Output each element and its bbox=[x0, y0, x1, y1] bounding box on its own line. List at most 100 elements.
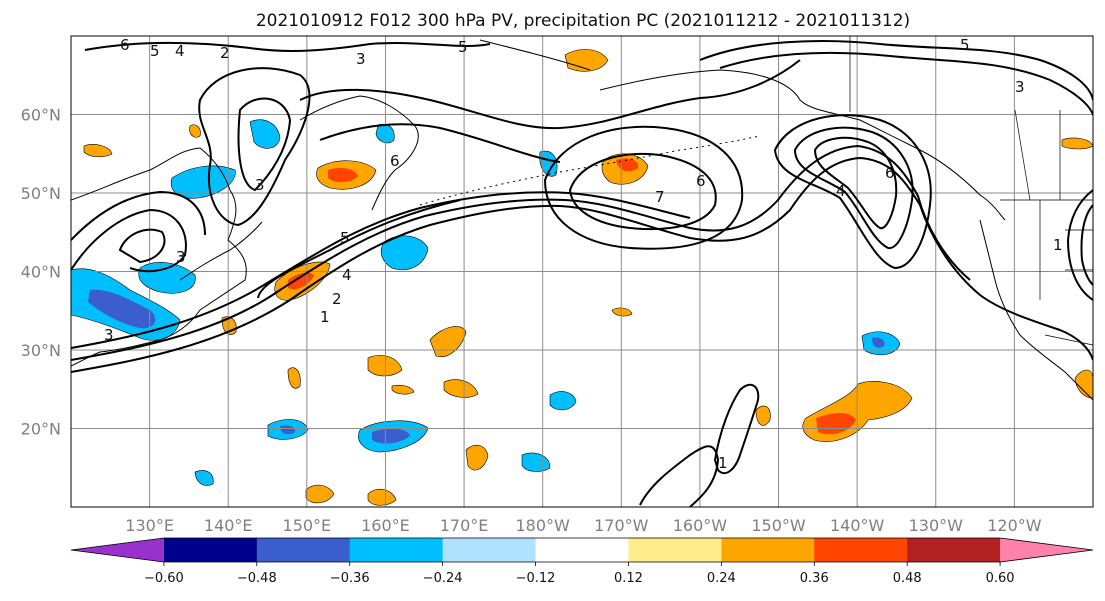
colorbar-tick-label: 0.48 bbox=[893, 571, 922, 586]
contour-label: 3 bbox=[356, 50, 366, 68]
pv-contour-aleutian-outer bbox=[543, 125, 744, 250]
coastline-japan bbox=[179, 221, 263, 281]
colorbar-tick-label: −0.60 bbox=[144, 571, 184, 586]
pv-contour-gulf-alaska-core bbox=[813, 136, 898, 230]
pv-contour-jet4 bbox=[257, 199, 461, 299]
contour-label: 1 bbox=[320, 308, 330, 326]
colorbar-segment bbox=[721, 538, 815, 562]
latitude-label: 60°N bbox=[21, 106, 61, 125]
contour-label: 4 bbox=[342, 266, 352, 284]
latitude-label: 20°N bbox=[21, 420, 61, 439]
border-us-mexico bbox=[1044, 334, 1093, 346]
colorbar-tick-label: 0.24 bbox=[707, 571, 736, 586]
colorbar-tick-label: 0.60 bbox=[986, 571, 1015, 586]
shade-negative-central bbox=[380, 235, 429, 271]
contour-label: 4 bbox=[175, 42, 185, 60]
pv-contour-na-east2 bbox=[1080, 204, 1093, 286]
pv-contour-ne-top2 bbox=[719, 51, 1093, 116]
colorbar-segment bbox=[628, 538, 722, 562]
longitude-label: 180°W bbox=[516, 516, 571, 535]
shade-positive-small8 bbox=[465, 444, 489, 471]
colorbar-segment bbox=[349, 538, 444, 562]
shade-negative-north1 bbox=[249, 119, 281, 149]
contour-label: 1 bbox=[1053, 236, 1063, 254]
pv-contour-ne-top bbox=[699, 40, 1093, 101]
shade-positive-small5 bbox=[443, 379, 479, 398]
colorbar-tick-label: −0.24 bbox=[423, 571, 463, 586]
shade-negative-sw2-core bbox=[372, 428, 410, 444]
contour-label: 2 bbox=[220, 44, 230, 62]
longitude-labels: 130°E 140°E 150°E 160°E 170°E 180°W 170°W 160°W… bbox=[125, 516, 1041, 535]
colorbar-segment bbox=[442, 538, 537, 562]
latitude-label: 50°N bbox=[21, 184, 61, 203]
longitude-label: 170°W bbox=[594, 516, 649, 535]
map-panel: 1 2 3 4 5 6 7 6 6 4 6 5 4 2 3 5 3 3 1 1 bbox=[70, 35, 1094, 508]
pv-contours bbox=[71, 40, 1093, 507]
pv-contour-mid-ocean2 bbox=[713, 383, 760, 475]
pv-contour-north-wave bbox=[299, 59, 801, 130]
pv-contour-labels: 1 2 3 4 5 6 7 6 6 4 6 5 4 2 3 5 3 3 1 1 bbox=[104, 36, 1063, 472]
colorbar: −0.60 −0.48 −0.36 −0.24 −0.12 0.12 0.24 0.36 0.4… bbox=[70, 537, 1094, 586]
colorbar-tick-label: −0.12 bbox=[516, 571, 556, 586]
latitude-label: 30°N bbox=[21, 341, 61, 360]
contour-label: 3 bbox=[104, 326, 114, 344]
shade-positive-small2 bbox=[83, 144, 113, 158]
pv-contour-gulf-alaska-inner bbox=[793, 126, 914, 250]
pv-contour-jet1 bbox=[71, 156, 1093, 373]
colorbar-segment bbox=[163, 538, 258, 562]
shade-negative-sw5 bbox=[194, 470, 214, 486]
coastline-alaska bbox=[599, 69, 1006, 221]
pv-contour-mid-ocean bbox=[639, 445, 720, 507]
graticule bbox=[71, 36, 1093, 507]
pv-contour-gulf-alaska bbox=[773, 114, 932, 270]
colorbar-extend-low bbox=[71, 538, 164, 562]
shade-positive-east-big-core bbox=[816, 413, 856, 435]
pv-contour-west-small bbox=[118, 228, 166, 264]
shade-positive-small9 bbox=[305, 484, 335, 504]
longitude-label: 150°W bbox=[751, 516, 806, 535]
contour-label: 3 bbox=[1015, 78, 1025, 96]
coastlines bbox=[71, 39, 1093, 401]
shade-positive-small7 bbox=[391, 384, 415, 395]
contour-label: 3 bbox=[255, 176, 265, 194]
longitude-label: 160°E bbox=[361, 516, 410, 535]
shade-positive-japan-east-core bbox=[288, 272, 314, 290]
pv-contour-north-wave2 bbox=[319, 123, 561, 163]
pv-contour-na-east bbox=[1066, 189, 1093, 301]
colorbar-segment bbox=[907, 538, 1001, 562]
precipitation-shading bbox=[71, 49, 1093, 506]
coastline-kamchatka bbox=[299, 95, 419, 211]
colorbar-tick-label: 0.12 bbox=[614, 571, 643, 586]
longitude-label: 150°E bbox=[283, 516, 332, 535]
contour-label: 1 bbox=[718, 454, 728, 472]
colorbar-segment bbox=[535, 538, 629, 562]
pv-contour-north-top bbox=[84, 42, 491, 52]
contour-label: 2 bbox=[332, 290, 342, 308]
pv-contour-aleutian-low bbox=[568, 152, 717, 231]
colorbar-tick-label: 0.36 bbox=[800, 571, 829, 586]
contour-label: 6 bbox=[885, 164, 895, 182]
colorbar-tick-label: −0.48 bbox=[237, 571, 277, 586]
shade-positive-tiny1 bbox=[611, 307, 633, 317]
political-borders bbox=[849, 36, 1093, 346]
pv-contour-jet3 bbox=[71, 191, 691, 349]
longitude-label: 130°W bbox=[909, 516, 964, 535]
colorbar-extend-high bbox=[1000, 538, 1093, 562]
longitude-label: 160°W bbox=[673, 516, 728, 535]
colorbar-segment bbox=[256, 538, 351, 562]
colorbar-segment bbox=[814, 538, 908, 562]
pv-contour-jet2 bbox=[71, 144, 971, 361]
longitude-label: 120°W bbox=[987, 516, 1042, 535]
longitude-label: 140°W bbox=[830, 516, 885, 535]
shade-negative-sw1-core bbox=[280, 425, 296, 435]
pv-contour-north-blob bbox=[198, 67, 311, 227]
shade-negative-east-core bbox=[872, 337, 885, 348]
shade-positive-small3 bbox=[429, 326, 467, 358]
shade-positive-siberia-core bbox=[328, 168, 358, 183]
contour-label: 6 bbox=[696, 172, 706, 190]
coastline-siberia-north bbox=[479, 39, 591, 71]
contour-label: 7 bbox=[655, 188, 665, 206]
coastline-aleutians bbox=[419, 135, 761, 206]
contour-label: 6 bbox=[390, 152, 400, 170]
